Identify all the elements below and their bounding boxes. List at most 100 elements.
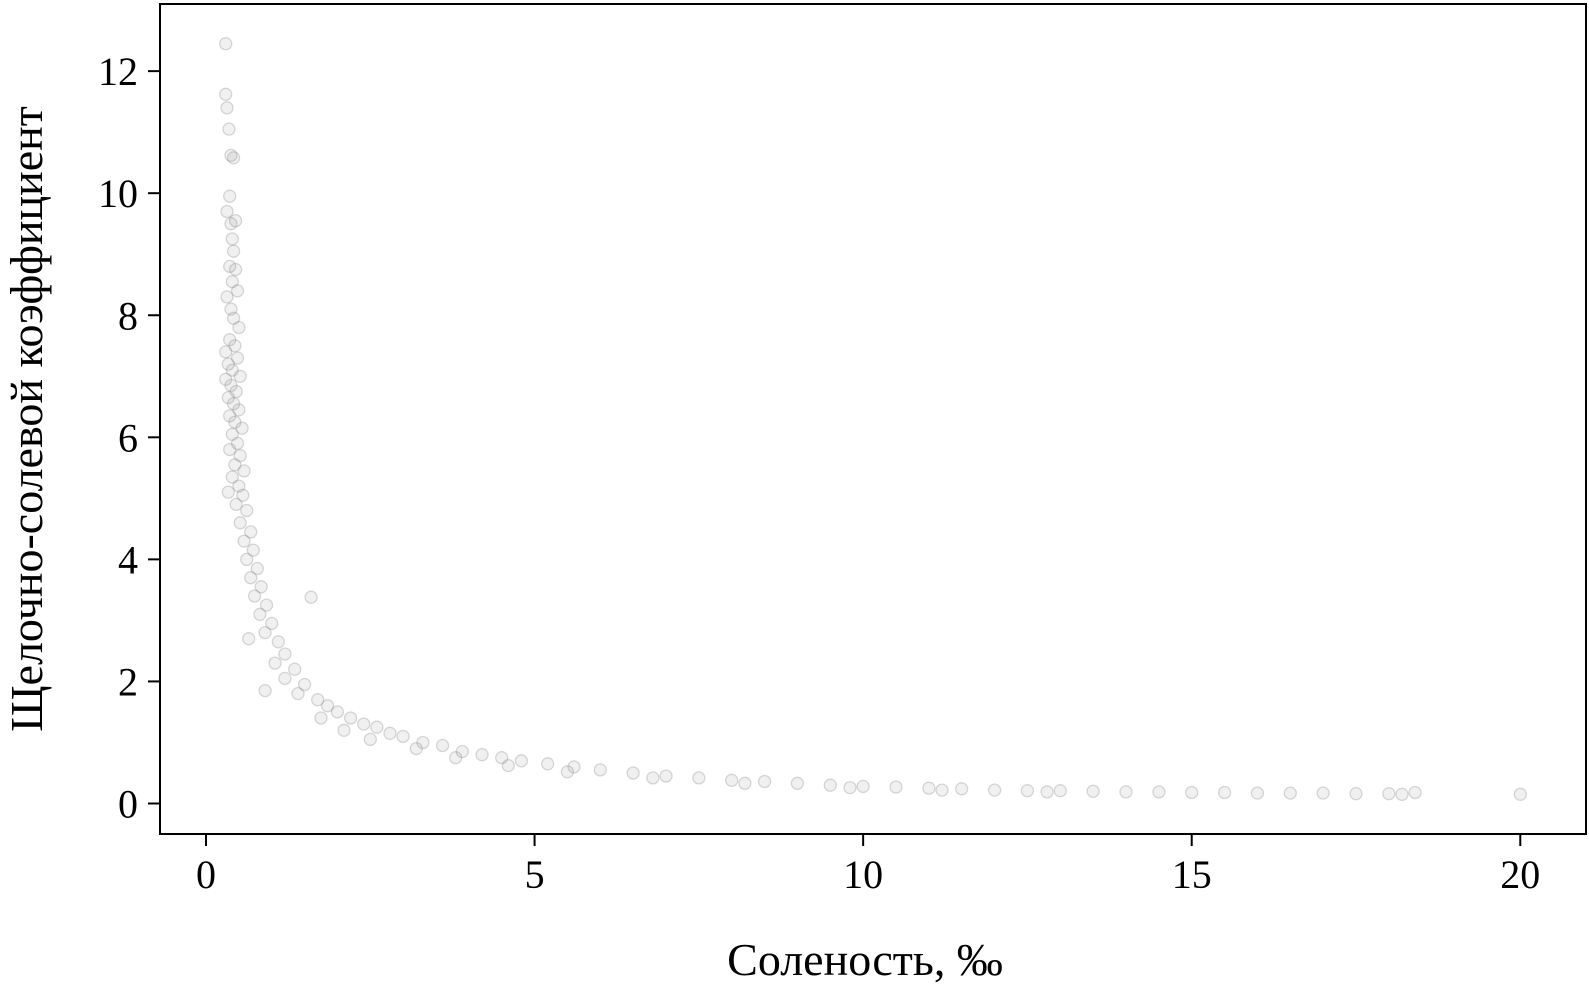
data-point <box>1119 785 1133 799</box>
data-point <box>692 771 706 785</box>
data-point <box>219 87 233 101</box>
data-point <box>271 635 285 649</box>
data-point <box>314 711 328 725</box>
data-point <box>228 262 243 277</box>
data-point <box>311 693 325 707</box>
data-point <box>230 351 245 365</box>
data-point <box>244 525 258 539</box>
x-tick-label: 0 <box>196 852 216 897</box>
x-tick-label: 20 <box>1500 852 1540 897</box>
data-point <box>229 497 243 512</box>
x-tick-label: 15 <box>1172 852 1212 897</box>
data-point <box>232 479 246 493</box>
data-point <box>230 436 245 451</box>
data-point <box>233 448 247 463</box>
data-point <box>225 470 239 484</box>
data-point <box>265 616 279 631</box>
data-point <box>278 647 292 661</box>
data-point <box>1382 787 1396 801</box>
data-point <box>237 464 251 478</box>
data-point <box>343 711 358 725</box>
data-point <box>228 415 242 429</box>
data-point <box>221 357 235 371</box>
data-point <box>416 735 430 750</box>
data-point <box>220 290 234 304</box>
data-point <box>228 339 242 353</box>
data-point <box>223 259 237 274</box>
data-point <box>250 561 264 576</box>
data-point <box>320 699 335 713</box>
data-point <box>304 590 318 604</box>
data-point <box>1408 785 1422 800</box>
data-point <box>567 760 581 774</box>
data-point <box>856 779 870 794</box>
y-tick-label: 2 <box>118 659 138 704</box>
data-point <box>278 671 292 686</box>
data-point <box>221 390 235 405</box>
y-axis-ticks: 0 2 4 6 8 10 12 <box>98 49 160 826</box>
y-tick-label: 0 <box>118 781 138 826</box>
data-point <box>224 302 238 316</box>
data-point <box>224 378 238 393</box>
data-point <box>229 384 243 399</box>
data-point <box>757 774 772 789</box>
data-point <box>1185 785 1199 800</box>
data-point <box>258 683 272 698</box>
data-point <box>935 783 949 797</box>
data-point <box>226 397 241 411</box>
data-point <box>223 189 237 203</box>
data-point <box>224 217 238 231</box>
data-point <box>237 534 251 548</box>
data-point <box>221 485 235 499</box>
data-point <box>232 320 246 335</box>
y-tick-label: 10 <box>98 171 138 216</box>
data-point <box>541 757 555 771</box>
data-point <box>224 148 238 163</box>
data-point <box>291 686 305 701</box>
data-point <box>1395 787 1409 801</box>
data-points <box>219 37 1527 801</box>
data-point <box>240 552 254 567</box>
y-axis-label: Щелочно-солевой коэффициент <box>1 106 52 732</box>
data-point <box>435 738 450 753</box>
data-point <box>288 662 302 676</box>
data-point <box>1086 784 1100 798</box>
data-point <box>247 589 262 603</box>
data-point <box>738 776 752 790</box>
data-point <box>1053 784 1067 798</box>
data-point <box>220 101 234 115</box>
data-point <box>357 717 371 731</box>
data-point <box>223 442 237 457</box>
data-point <box>889 780 903 794</box>
x-axis-label: Соленость, ‰ <box>727 934 1003 985</box>
data-point <box>268 656 282 670</box>
x-tick-label: 5 <box>525 852 545 897</box>
data-point <box>501 758 515 773</box>
data-point <box>230 284 245 298</box>
x-tick-label: 10 <box>843 852 883 897</box>
data-point <box>646 771 660 785</box>
data-point <box>235 421 249 435</box>
data-point <box>219 372 233 386</box>
data-point <box>823 778 837 792</box>
data-point <box>225 275 239 289</box>
data-point <box>258 625 272 640</box>
data-point <box>514 754 529 768</box>
data-point <box>843 780 857 795</box>
data-point <box>409 741 423 756</box>
data-point <box>1040 785 1054 799</box>
data-point <box>1316 786 1330 800</box>
data-point <box>725 773 739 787</box>
data-point <box>297 677 312 692</box>
data-point <box>225 363 239 377</box>
data-point <box>659 769 673 783</box>
data-point <box>1020 784 1035 798</box>
plot-frame <box>159 3 1587 835</box>
x-axis-ticks: 0 5 10 15 20 <box>196 834 1540 897</box>
data-point <box>449 751 463 765</box>
data-point <box>223 333 237 347</box>
data-point <box>228 458 242 472</box>
data-point <box>225 427 239 441</box>
data-point <box>1283 786 1297 800</box>
data-point <box>242 632 256 646</box>
